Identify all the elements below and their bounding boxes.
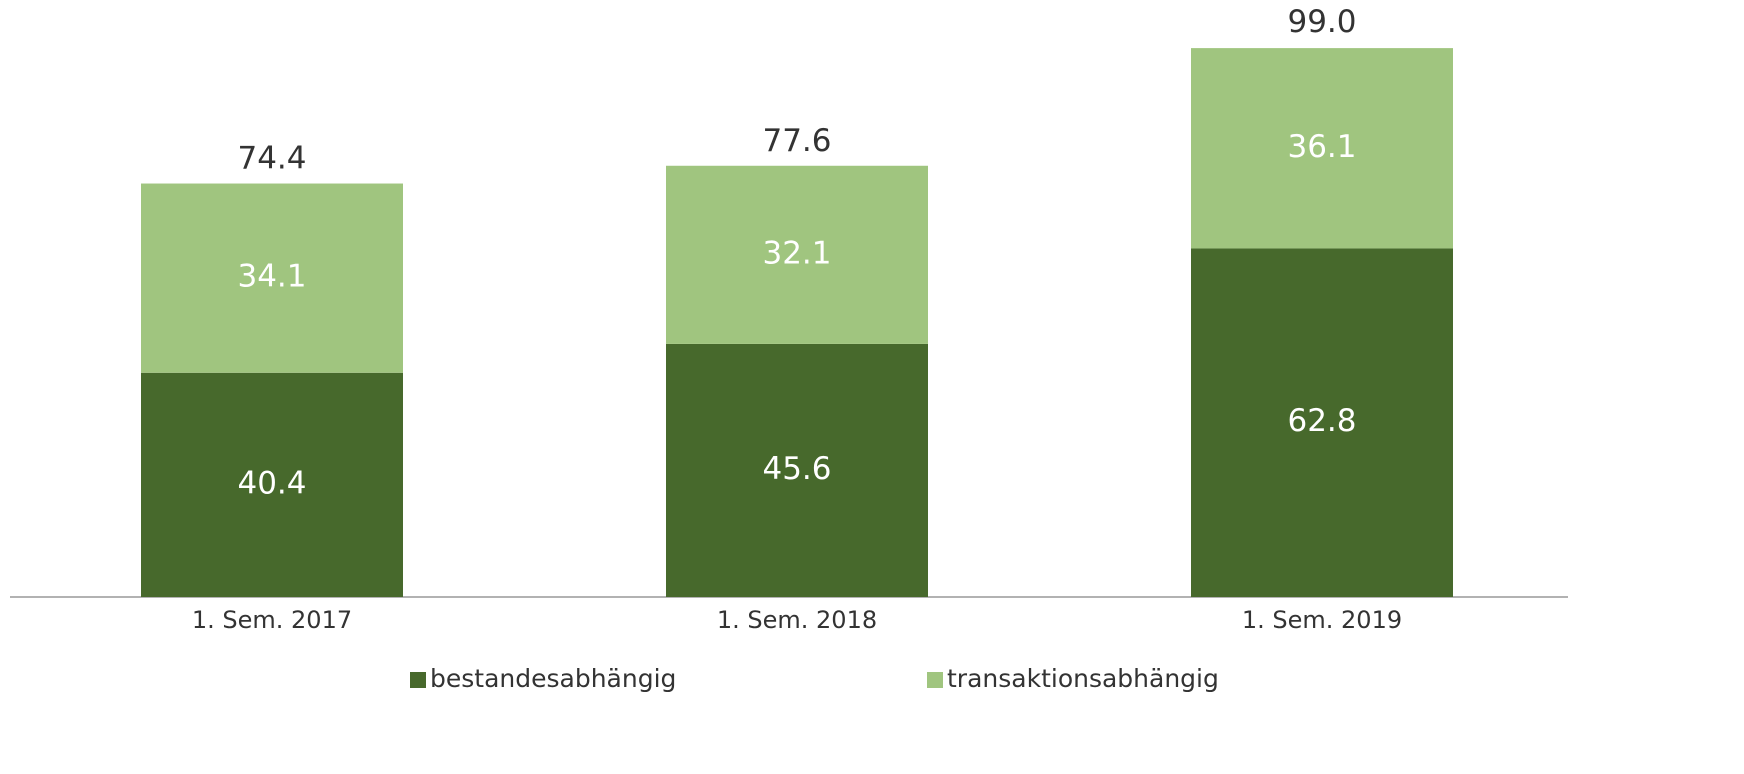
legend-swatch	[410, 672, 426, 688]
data-label: 36.1	[1287, 129, 1356, 165]
data-label: 34.1	[237, 259, 306, 295]
bar-segment	[1191, 48, 1453, 249]
data-label: 32.1	[762, 235, 831, 271]
x-tick-label: 1. Sem. 2017	[192, 606, 352, 634]
legend-swatch	[927, 672, 943, 688]
total-label: 77.6	[762, 123, 831, 159]
bar-segment	[141, 372, 403, 597]
total-label: 99.0	[1287, 4, 1356, 40]
total-label: 74.4	[237, 141, 306, 177]
data-label: 40.4	[237, 465, 306, 501]
x-tick-label: 1. Sem. 2019	[1242, 606, 1402, 634]
bar-segment	[666, 165, 928, 344]
bar-segment	[1191, 248, 1453, 597]
data-label: 62.8	[1287, 403, 1356, 439]
legend-label: bestandesabhängig	[430, 664, 676, 693]
bar-segment	[666, 343, 928, 597]
legend-label: transaktionsabhängig	[947, 664, 1219, 693]
bar-segment	[141, 183, 403, 373]
data-label: 45.6	[762, 451, 831, 487]
x-tick-label: 1. Sem. 2018	[717, 606, 877, 634]
